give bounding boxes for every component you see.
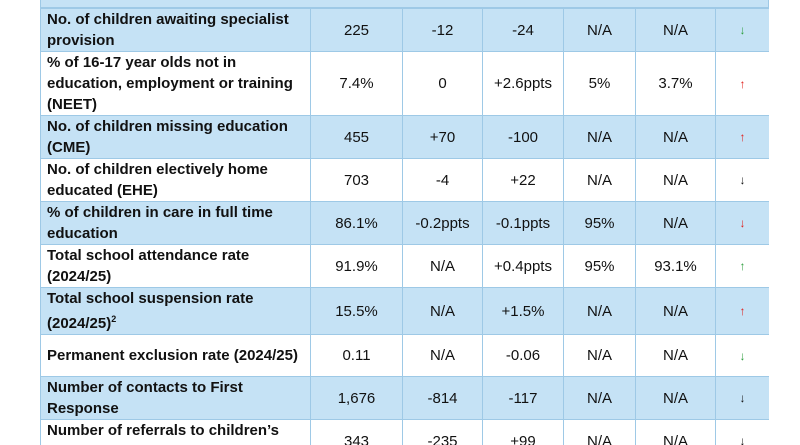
cell: N/A [635, 287, 716, 335]
trend-arrow: ↑ [715, 287, 769, 335]
cell: 703 [310, 158, 403, 202]
trend-arrow: ↓ [715, 376, 769, 420]
label-text: No. of children missing education (CME) [47, 118, 288, 156]
cut-row [40, 0, 769, 8]
table-body: No. of children awaiting specialist prov… [40, 8, 769, 445]
cell: N/A [635, 334, 716, 377]
cell: -100 [482, 115, 564, 159]
row-label: Total school suspension rate (2024/25)2 [40, 287, 311, 335]
cell: -12 [402, 8, 483, 52]
table-row: No. of children electively home educated… [40, 158, 769, 202]
cell: -0.1ppts [482, 201, 564, 245]
cell: N/A [563, 419, 636, 445]
cell: N/A [402, 334, 483, 377]
cell: N/A [635, 201, 716, 245]
cell: 343 [310, 419, 403, 445]
cell: N/A [635, 419, 716, 445]
trend-arrow: ↓ [715, 158, 769, 202]
table-row: Total school suspension rate (2024/25)2 1… [40, 287, 769, 335]
cell: -24 [482, 8, 564, 52]
cell: N/A [563, 376, 636, 420]
label-text: No. of children electively home educated… [47, 161, 268, 199]
cell: N/A [402, 287, 483, 335]
table-row: No. of children awaiting specialist prov… [40, 8, 769, 52]
cell: N/A [635, 115, 716, 159]
row-label: No. of children electively home educated… [40, 158, 311, 202]
cell: 7.4% [310, 51, 403, 116]
table-row: % of 16-17 year olds not in education, e… [40, 51, 769, 116]
table-row: Total school attendance rate (2024/25) 91… [40, 244, 769, 288]
cell: -0.06 [482, 334, 564, 377]
cell: +0.4ppts [482, 244, 564, 288]
cell: 93.1% [635, 244, 716, 288]
row-label: Total school attendance rate (2024/25) [40, 244, 311, 288]
table-row: % of children in care in full time educa… [40, 201, 769, 245]
cell: 1,676 [310, 376, 403, 420]
cell: 91.9% [310, 244, 403, 288]
cell: 15.5% [310, 287, 403, 335]
table-row: No. of children missing education (CME) 4… [40, 115, 769, 159]
table-wrap: No. of children awaiting specialist prov… [40, 0, 769, 445]
cell: 225 [310, 8, 403, 52]
cell: -814 [402, 376, 483, 420]
cell: -4 [402, 158, 483, 202]
cell: N/A [563, 158, 636, 202]
cell: 3.7% [635, 51, 716, 116]
cell: N/A [563, 287, 636, 335]
label-text: Number of referrals to children’s social… [47, 422, 280, 445]
cell: N/A [563, 8, 636, 52]
cell: N/A [635, 8, 716, 52]
cell: 5% [563, 51, 636, 116]
label-text: % of children in care in full time educa… [47, 204, 273, 242]
footnote: 2 [111, 314, 117, 324]
cell: +2.6ppts [482, 51, 564, 116]
cell: N/A [563, 334, 636, 377]
table-row: Number of referrals to children’s social… [40, 419, 769, 445]
label-text: Total school suspension rate (2024/25) [47, 290, 254, 332]
cell: +22 [482, 158, 564, 202]
cell: +99 [482, 419, 564, 445]
cell: 455 [310, 115, 403, 159]
cell: 95% [563, 244, 636, 288]
cell: 95% [563, 201, 636, 245]
label-text: Number of contacts to First Response [47, 379, 243, 417]
cell: N/A [563, 115, 636, 159]
trend-arrow: ↑ [715, 115, 769, 159]
row-label: % of 16-17 year olds not in education, e… [40, 51, 311, 116]
row-label: No. of children missing education (CME) [40, 115, 311, 159]
trend-arrow: ↓ [715, 419, 769, 445]
trend-arrow: ↓ [715, 201, 769, 245]
cell: 0.11 [310, 334, 403, 377]
trend-arrow: ↑ [715, 51, 769, 116]
row-label: Permanent exclusion rate (2024/25) [40, 334, 311, 377]
trend-arrow: ↑ [715, 244, 769, 288]
row-label: % of children in care in full time educa… [40, 201, 311, 245]
table: No. of children awaiting specialist prov… [40, 8, 769, 445]
row-label: Number of contacts to First Response [40, 376, 311, 420]
cell: +1.5% [482, 287, 564, 335]
cell: N/A [635, 376, 716, 420]
label-text: No. of children awaiting specialist prov… [47, 11, 289, 49]
cell: -0.2ppts [402, 201, 483, 245]
cell: 0 [402, 51, 483, 116]
table-row: Number of contacts to First Response 1,67… [40, 376, 769, 420]
cell: N/A [635, 158, 716, 202]
cell: -117 [482, 376, 564, 420]
cell: 86.1% [310, 201, 403, 245]
trend-arrow: ↓ [715, 334, 769, 377]
cell: +70 [402, 115, 483, 159]
cell: -235 [402, 419, 483, 445]
label-text: % of 16-17 year olds not in education, e… [47, 54, 293, 113]
trend-arrow: ↓ [715, 8, 769, 52]
label-text: Permanent exclusion rate (2024/25) [47, 347, 298, 364]
cell: N/A [402, 244, 483, 288]
row-label: No. of children awaiting specialist prov… [40, 8, 311, 52]
label-text: Total school attendance rate (2024/25) [47, 247, 250, 285]
table-row: Permanent exclusion rate (2024/25) 0.11 N/… [40, 334, 769, 377]
row-label: Number of referrals to children’s social… [40, 419, 311, 445]
